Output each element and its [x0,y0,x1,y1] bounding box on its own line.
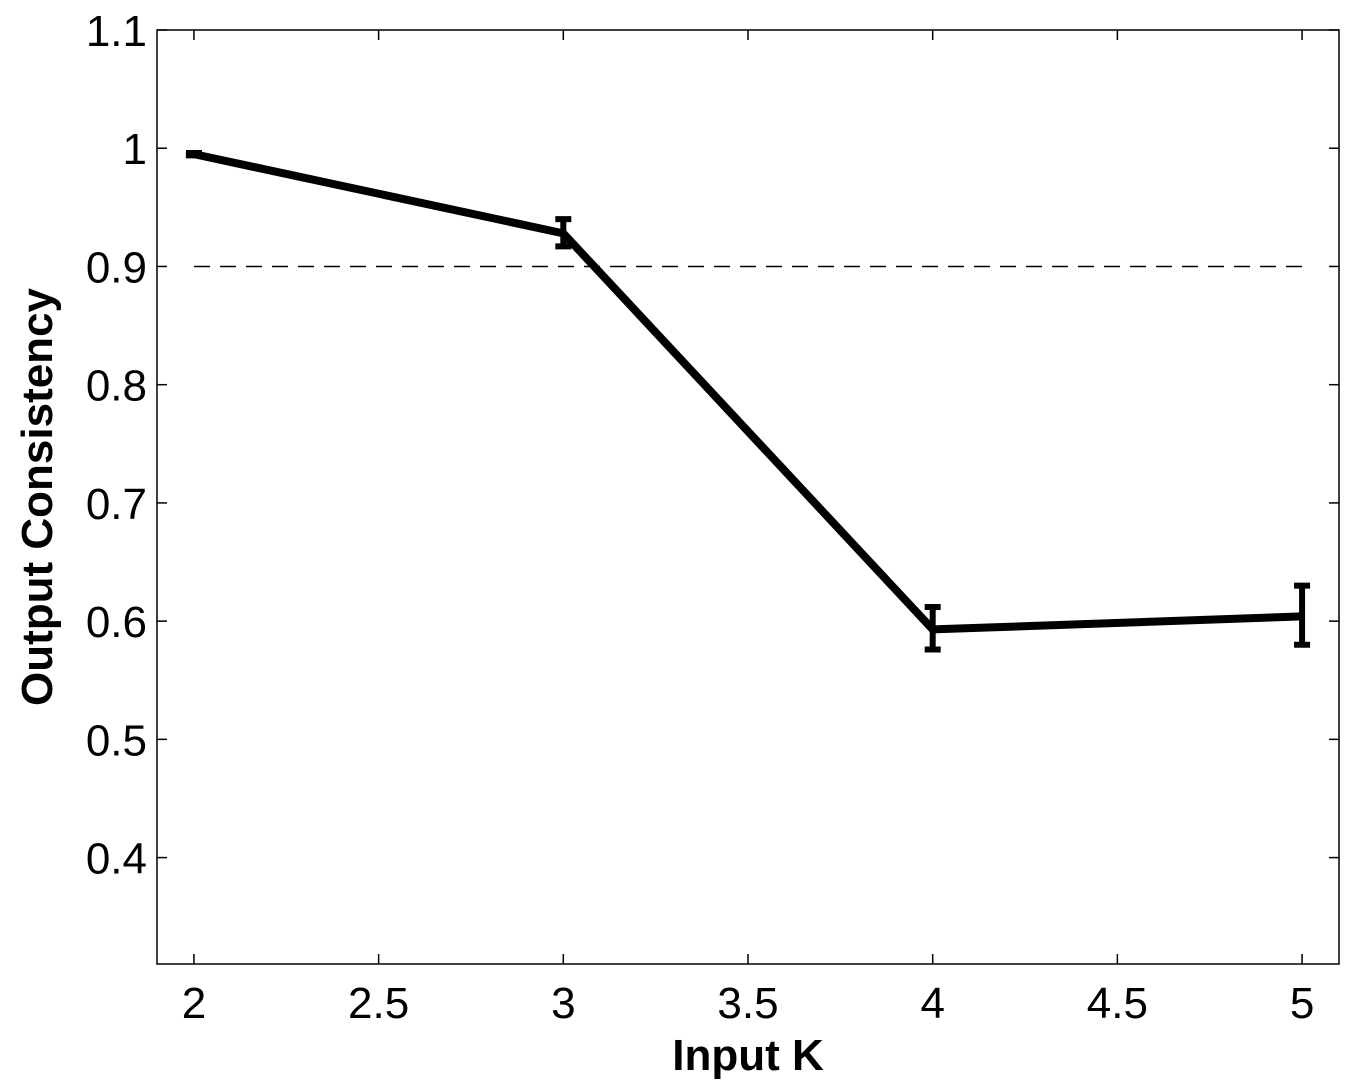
y-tick-label: 0.9 [86,243,147,292]
y-tick-label: 0.4 [86,835,147,884]
x-tick-label: 3 [551,979,575,1028]
y-tick-label: 0.5 [86,716,147,765]
x-tick-label: 4.5 [1087,979,1148,1028]
y-tick-label: 0.6 [86,598,147,647]
x-tick-label: 5 [1290,979,1314,1028]
y-tick-label: 0.7 [86,480,147,529]
x-tick-label: 4 [920,979,944,1028]
y-tick-label: 1.1 [86,7,147,56]
x-axis-label: Input K [672,1031,824,1080]
y-axis-label: Output Consistency [13,287,62,706]
series-group [185,149,1311,653]
y-tick-label: 0.8 [86,362,147,411]
x-tick-label: 2 [182,979,206,1028]
series-line [193,150,1303,634]
plot-area [156,29,1340,965]
axis-ticks [157,29,1339,964]
x-tick-label: 3.5 [717,979,778,1028]
y-tick-label: 1 [123,125,147,174]
x-tick-label: 2.5 [348,979,409,1028]
tick-labels: 2 2.5 3 3.5 4 4.5 5 0.4 0.5 0.6 0.7 0.8 0.9 1 1.1 [86,7,1314,1028]
